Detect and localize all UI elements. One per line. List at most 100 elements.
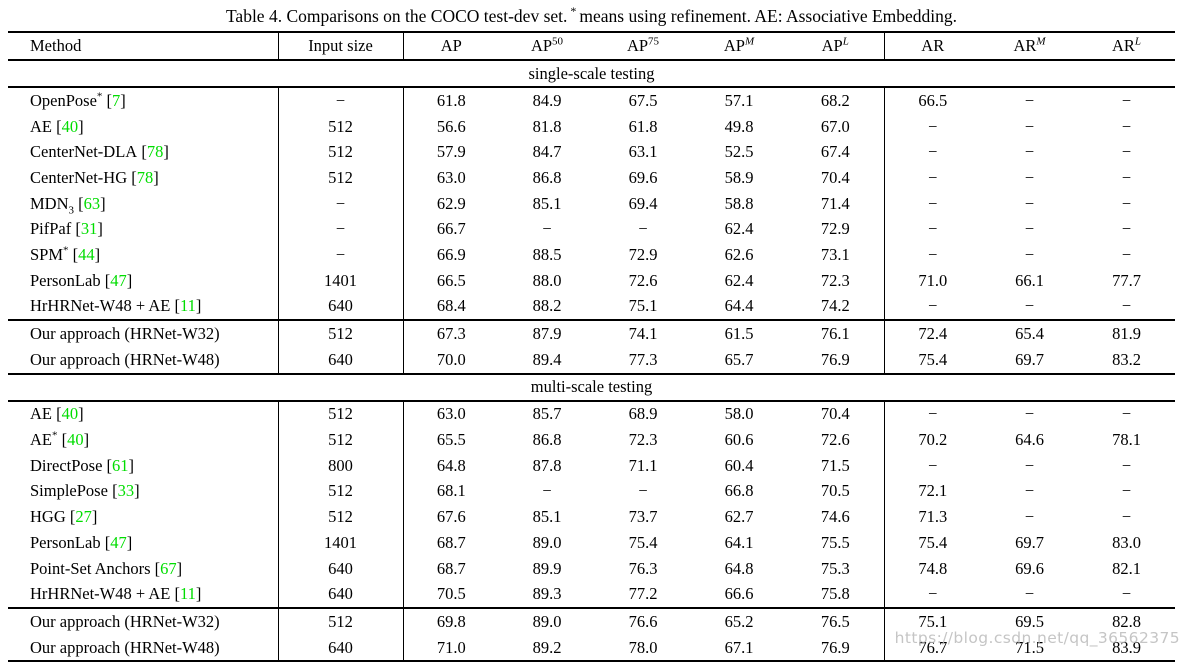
value-cell: 70.5 [402,581,499,609]
table-row: CenterNet-HG [78] 512 63.0 86.8 69.6 58.9 70.4… [8,165,1175,191]
value-cell: 76.6 [595,607,691,635]
method-cell: SimplePose [33] [8,479,278,505]
input-size-cell: 512 [277,165,403,191]
value-cell: 71.0 [883,267,981,294]
method-cell: PersonLab [47] [8,268,278,294]
value-cell: 71.3 [883,504,981,530]
table-row: PersonLab [47] 1401 68.7 89.0 75.4 64.1 75.5 75… [8,530,1175,556]
column-header-superscript: L [1134,35,1142,48]
caption-text-before-star: Table 4. Comparisons on the COCO test-de… [225,6,568,26]
value-cell: 70.2 [883,427,981,453]
value-cell: 72.3 [628,430,658,450]
value-cell: 82.8 [1078,607,1175,635]
column-header: Method [8,32,278,61]
refinement-asterisk: * [570,4,577,19]
value-cell: − [1024,193,1035,213]
value-cell: − [1024,296,1035,316]
citation-bracket: [ [102,455,113,475]
citation-bracket: [ [107,481,118,501]
value-cell: 75.3 [820,558,850,578]
value-cell: − [1024,90,1035,110]
method-cell: AE [40] [8,114,278,140]
method-cell: Point-Set Anchors [67] [8,556,278,582]
citation-bracket: ] [91,507,98,527]
value-cell: 81.8 [532,116,562,136]
column-header: AR [883,32,981,61]
table-row: HrHRNet-W48 + AE [11] 640 68.4 88.2 75.1 64.4… [8,293,1175,321]
method-cell: AE [40] [8,401,278,428]
value-cell: − [542,481,552,501]
value-cell: 76.9 [820,349,850,369]
method-name: PersonLab [30,532,101,552]
value-cell: 64.8 [724,558,754,578]
section-header-row: multi-scale testing [8,372,1175,402]
column-header-superscript: M [744,35,755,48]
value-cell: 67.1 [724,637,754,657]
value-cell: 75.4 [883,530,981,556]
value-cell: − [1121,116,1132,136]
value-cell: − [1024,167,1035,187]
method-cell: SPM* [44] [8,242,278,268]
caption-text-after-star: means using refinement. AE: Associative … [579,6,958,26]
value-cell: 66.7 [402,216,499,243]
method-name: HrHRNet-W48 + AE [30,296,171,316]
value-cell: 78.0 [628,637,658,657]
citation-number: 40 [67,430,84,450]
citation-number: 78 [146,142,164,162]
value-cell: 76.9 [820,637,850,657]
column-header-superscript: M [1036,35,1046,48]
value-cell: 75.4 [628,532,658,552]
column-header-label: AR [921,36,945,55]
value-cell: 81.9 [1078,319,1175,347]
input-size-cell: 640 [277,346,403,374]
input-size-cell: 512 [277,478,403,505]
column-header: APM [691,32,787,61]
table-row: HGG [27] 512 67.6 85.1 73.7 62.7 74.6 71.3− − [8,504,1175,530]
value-cell: 67.6 [402,504,499,530]
method-name: PifPaf [30,219,72,239]
citation-bracket: ] [134,481,140,501]
input-size-cell: 512 [277,504,403,530]
value-cell: 70.4 [820,167,850,187]
table-row: Point-Set Anchors [67] 640 68.7 89.9 76.3 64.… [8,555,1175,582]
citation-bracket: ] [97,219,103,239]
citation-bracket: [ [137,142,147,162]
value-cell: 63.0 [402,400,499,428]
value-cell: 68.4 [402,293,499,321]
value-cell: 62.4 [724,219,754,239]
citation-number: 67 [160,558,177,578]
value-cell: 65.4 [981,319,1078,347]
value-cell: 63.1 [628,142,658,162]
value-cell: 68.1 [402,478,499,505]
value-cell: 88.0 [532,270,562,290]
value-cell: 71.1 [628,455,658,475]
method-cell: HrHRNet-W48 + AE [11] [8,581,278,608]
value-cell: 72.3 [820,270,850,290]
method-subscript: 3 [68,203,75,216]
citation-bracket: [ [68,244,79,264]
value-cell: 68.7 [402,530,499,556]
input-size-cell: 1401 [277,530,403,556]
method-cell: Our approach (HRNet-W48) [8,347,278,374]
value-cell: 87.8 [532,455,562,475]
value-cell: − [1121,481,1132,501]
method-name: CenterNet-DLA [30,142,138,162]
method-cell: OpenPose* [7] [8,87,278,114]
column-header-superscript: 50 [552,35,564,48]
value-cell: 64.8 [402,452,499,479]
column-header: AP75 [595,32,691,61]
citation-bracket: ] [163,142,169,162]
citation-bracket: ] [78,116,84,136]
input-size-cell: 640 [277,634,403,662]
method-cell: DirectPose [61] [8,453,278,479]
value-cell: 58.9 [724,167,754,187]
citation-bracket: [ [52,116,62,136]
citation-number: 7 [112,90,121,110]
citation-number: 31 [80,219,98,239]
citation-number: 40 [61,116,79,136]
column-header-label: AR [1013,36,1037,55]
value-cell: − [1121,219,1132,239]
value-cell: 56.6 [402,113,499,140]
value-cell: 71.5 [820,455,850,475]
citation-number: 47 [110,270,127,290]
